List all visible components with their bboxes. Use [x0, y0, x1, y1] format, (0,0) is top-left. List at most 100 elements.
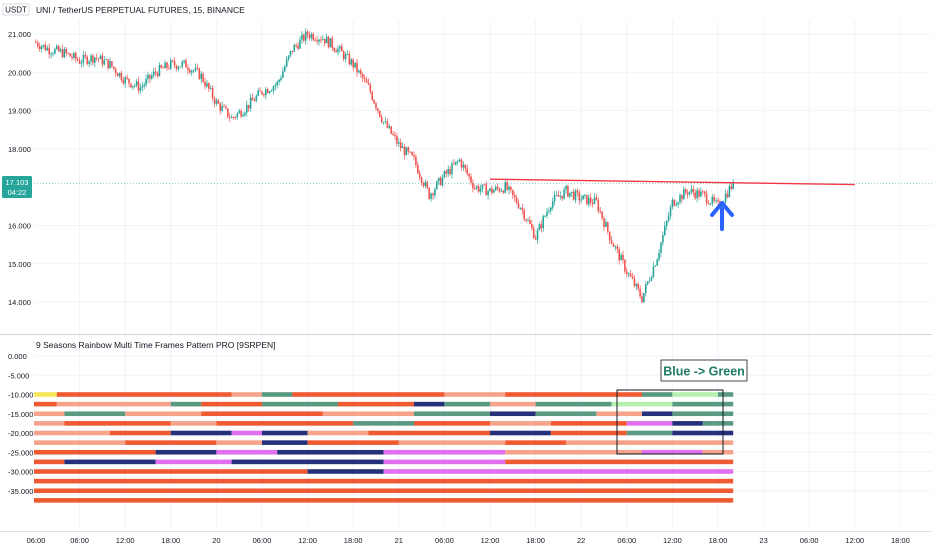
candle-body [582, 195, 584, 200]
candle-body [456, 161, 459, 163]
band-segment [34, 392, 57, 397]
candle-body [460, 159, 463, 168]
candle-body [181, 62, 183, 67]
candle-body [536, 230, 539, 240]
candle-body [94, 57, 96, 63]
candle-body [517, 203, 520, 209]
candle-body [580, 199, 582, 201]
candle-body [538, 224, 541, 231]
candle-body [132, 85, 134, 88]
candle-body [365, 79, 368, 83]
band-segment [216, 440, 262, 445]
candle-body [59, 49, 62, 52]
band-segment [64, 459, 156, 465]
candle-body [487, 190, 489, 196]
candle-body [52, 53, 54, 55]
candle-body [631, 276, 634, 279]
candle-body [236, 113, 239, 118]
candle-body [612, 243, 615, 247]
candle-body [255, 95, 258, 102]
band-segment [626, 421, 673, 426]
candle-body [521, 207, 524, 211]
candle-body [322, 38, 324, 41]
time-tick-label: 06:00 [27, 536, 46, 545]
candle-body [470, 176, 472, 183]
candle-body [185, 60, 187, 68]
indicator-tick-label: -15.000 [8, 410, 33, 419]
time-tick-label: 18:00 [891, 536, 910, 545]
candle-body [669, 207, 672, 217]
candle-body [626, 271, 628, 275]
band-segment [535, 401, 612, 407]
band-segment [672, 392, 718, 397]
candle-body [618, 248, 620, 261]
candle-body [90, 55, 92, 62]
resistance-trendline[interactable] [489, 178, 855, 186]
band-segment [672, 401, 734, 407]
candle-body [369, 84, 372, 93]
candle-body [166, 62, 168, 68]
candle-body [263, 94, 265, 96]
candle-body [629, 273, 632, 277]
candle-body [280, 77, 282, 80]
candle-body [310, 33, 313, 39]
band-segment [505, 459, 734, 465]
band-segment [368, 430, 490, 436]
candle-body [572, 191, 575, 200]
band-segment [672, 430, 734, 436]
candle-body [168, 67, 170, 69]
band-segment [34, 411, 65, 417]
indicator-title[interactable]: 9 Seasons Rainbow Multi Time Frames Patt… [36, 340, 276, 350]
band-segment [383, 469, 734, 474]
candle-body [225, 106, 227, 109]
candle-body [230, 117, 233, 118]
candle-body [491, 188, 493, 193]
candle-body [278, 79, 280, 82]
candle-body [141, 86, 144, 88]
candle-body [711, 196, 714, 204]
time-tick-label: 18:00 [709, 536, 728, 545]
candle-body [489, 188, 491, 191]
candle-body [519, 207, 522, 209]
candle-body [422, 182, 425, 187]
band-segment [64, 411, 126, 417]
candle-body [555, 194, 558, 196]
band-segment [34, 440, 126, 445]
candle-body [588, 197, 590, 205]
candle-body [285, 59, 288, 67]
candle-body [360, 70, 362, 74]
time-tick-label: 12:00 [845, 536, 864, 545]
candle-body [200, 73, 202, 80]
candle-body [348, 53, 351, 65]
time-tick-label: 22 [577, 536, 585, 545]
band-segment [34, 430, 110, 436]
candle-body [646, 281, 649, 285]
candle-body [458, 159, 461, 162]
candle-body [464, 164, 467, 169]
candle-body [439, 177, 442, 186]
band-segment [125, 440, 217, 445]
band-segment [490, 421, 551, 426]
candle-body [671, 199, 674, 208]
band-segment [56, 401, 171, 407]
candle-body [525, 219, 527, 221]
chart-title[interactable]: UNI / TetherUS PERPETUAL FUTURES, 15, BI… [36, 5, 245, 15]
candle-body [249, 97, 252, 109]
candle-body [113, 66, 115, 69]
candle-body [451, 163, 453, 175]
candle-body [223, 105, 225, 107]
last-price-value: 17.103 [6, 178, 29, 187]
band-segment [34, 488, 734, 494]
band-segment [262, 401, 338, 407]
candle-body [542, 216, 544, 229]
candle-body [411, 152, 413, 156]
candlestick-series[interactable] [35, 28, 734, 304]
candle-body [304, 31, 307, 41]
candle-body [238, 110, 240, 114]
band-segment [718, 392, 734, 397]
band-segment [34, 478, 734, 484]
indicator-tick-label: -25.000 [8, 448, 33, 457]
candle-body [329, 38, 332, 48]
indicator-tick-label: -10.000 [8, 391, 33, 400]
price-tick-label: 19.000 [8, 107, 31, 116]
